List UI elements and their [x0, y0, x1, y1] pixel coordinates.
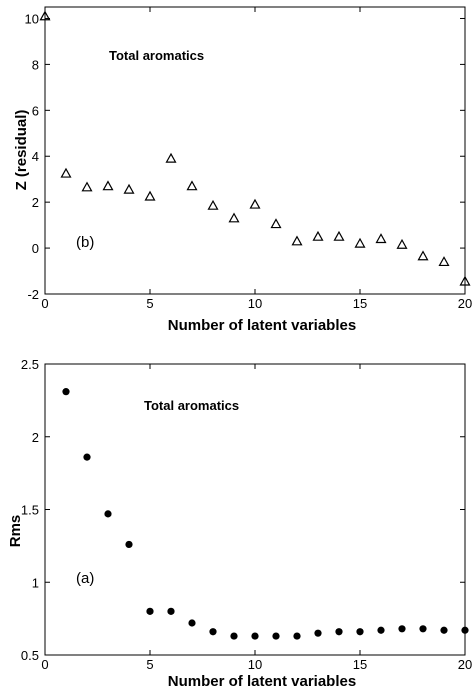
data-point: [293, 632, 301, 640]
data-point: [228, 212, 240, 223]
y-axis-label: Rms: [7, 515, 24, 548]
data-point: [354, 237, 366, 248]
x-tick-label: 15: [353, 296, 367, 311]
annotation-series-name: Total aromatics: [109, 48, 204, 63]
data-point: [186, 180, 198, 191]
data-point: [314, 629, 322, 637]
panel-label: (a): [76, 570, 94, 587]
data-point: [39, 10, 51, 21]
data-point: [377, 626, 385, 634]
y-tick-label: 0.5: [21, 648, 39, 663]
data-point: [396, 238, 408, 249]
data-point: [270, 218, 282, 229]
data-point: [102, 180, 114, 191]
panel-a-rms-chart: 0 5 10 15 20 0.5 1 1.5 2 2.5 Number of latent va…: [7, 357, 472, 688]
x-axis-label: Number of latent variables: [168, 673, 356, 688]
data-point: [123, 183, 135, 194]
data-point: [104, 510, 112, 518]
data-point: [81, 181, 93, 192]
y-tick-label: 2: [32, 430, 39, 445]
data-point: [440, 626, 448, 634]
data-point: [375, 233, 387, 244]
data-point: [165, 152, 177, 163]
plot-frame: [44, 6, 466, 295]
y-axis-ticks: 0.5 1 1.5 2 2.5: [21, 357, 465, 663]
x-tick-label: 15: [353, 657, 367, 672]
data-point: [272, 632, 280, 640]
x-axis-ticks: 0 5 10 15 20: [41, 364, 472, 672]
y-tick-label: 6: [32, 103, 39, 118]
data-point: [438, 256, 450, 267]
x-tick-label: 20: [458, 657, 472, 672]
data-point: [83, 453, 91, 461]
y-tick-label: 1: [32, 575, 39, 590]
data-points: [62, 388, 469, 640]
data-point: [188, 619, 196, 627]
y-tick-label: 1.5: [21, 503, 39, 518]
x-tick-label: 10: [248, 296, 262, 311]
x-tick-label: 0: [41, 296, 48, 311]
data-point: [209, 628, 217, 636]
y-tick-label: 8: [32, 57, 39, 72]
y-axis-ticks: -2 0 2 4 6 8 10: [25, 11, 465, 302]
data-point: [125, 540, 133, 549]
plot-frame: [44, 363, 466, 656]
y-tick-label: 4: [32, 149, 39, 164]
y-tick-label: 2.5: [21, 357, 39, 372]
y-tick-label: -2: [27, 287, 39, 302]
data-point: [249, 198, 261, 209]
panel-label: (b): [76, 234, 94, 251]
y-tick-label: 2: [32, 195, 39, 210]
x-tick-label: 20: [458, 296, 472, 311]
data-point: [417, 250, 429, 261]
x-axis-ticks: 0 5 10 15 20: [41, 7, 472, 311]
data-point: [398, 625, 406, 633]
x-tick-label: 10: [248, 657, 262, 672]
data-point: [167, 607, 175, 615]
y-tick-label: 10: [25, 11, 39, 26]
data-point: [461, 626, 469, 634]
data-point: [312, 230, 324, 241]
data-point: [459, 275, 471, 286]
data-point: [419, 625, 427, 633]
x-tick-label: 5: [146, 296, 153, 311]
data-point: [356, 628, 364, 636]
data-point: [62, 388, 70, 396]
data-point: [251, 632, 259, 640]
data-point: [335, 628, 343, 636]
data-point: [333, 230, 345, 241]
data-point: [144, 190, 156, 201]
data-point: [291, 235, 303, 246]
x-tick-label: 0: [41, 657, 48, 672]
y-tick-label: 0: [32, 241, 39, 256]
x-tick-label: 5: [146, 657, 153, 672]
data-point: [230, 632, 238, 640]
data-points: [39, 10, 471, 286]
data-point: [146, 607, 154, 615]
x-axis-label: Number of latent variables: [168, 317, 356, 334]
annotation-series-name: Total aromatics: [144, 398, 239, 413]
data-point: [207, 199, 219, 210]
y-axis-label: Z (residual): [13, 110, 30, 191]
data-point: [60, 167, 72, 178]
